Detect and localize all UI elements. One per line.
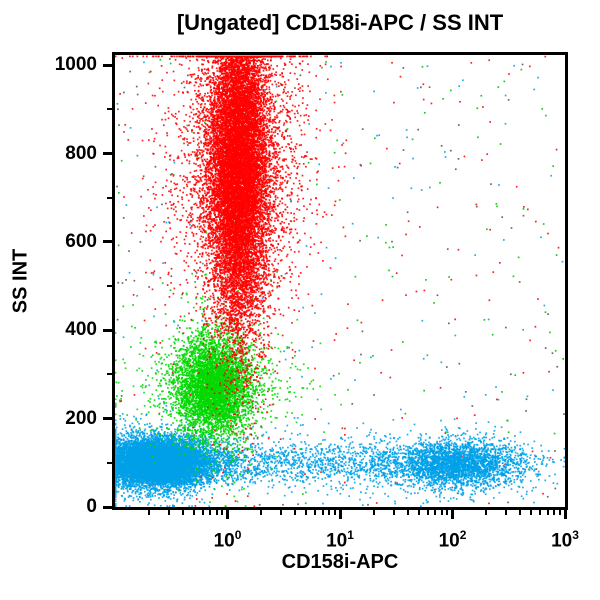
x-minor-tick bbox=[558, 510, 561, 515]
x-major-tick bbox=[451, 510, 454, 519]
x-minor-tick bbox=[147, 510, 150, 515]
x-minor-tick bbox=[485, 510, 488, 515]
x-minor-tick bbox=[519, 510, 522, 515]
x-minor-tick bbox=[426, 510, 429, 515]
y-major-tick bbox=[103, 505, 112, 509]
x-major-tick bbox=[226, 510, 229, 519]
y-tick-label: 600 bbox=[65, 230, 97, 252]
x-minor-tick bbox=[539, 510, 542, 515]
x-minor-tick bbox=[406, 510, 409, 515]
x-minor-tick bbox=[209, 510, 212, 515]
x-minor-tick bbox=[221, 510, 224, 515]
flow-dot-plot-canvas bbox=[115, 55, 565, 507]
x-axis-title: CD158i-APC bbox=[281, 551, 399, 573]
x-minor-tick bbox=[201, 510, 204, 515]
x-tick-label: 102 bbox=[438, 528, 467, 552]
x-minor-tick bbox=[181, 510, 184, 515]
y-minor-tick bbox=[107, 108, 112, 111]
y-minor-tick bbox=[107, 373, 112, 376]
y-major-tick bbox=[103, 417, 112, 421]
x-minor-tick bbox=[446, 510, 449, 515]
x-minor-tick bbox=[372, 510, 375, 515]
x-minor-tick bbox=[328, 510, 331, 515]
x-major-tick bbox=[563, 510, 567, 519]
x-minor-tick bbox=[553, 510, 556, 515]
x-tick-label: 101 bbox=[326, 528, 354, 552]
x-minor-tick bbox=[321, 510, 324, 515]
y-tick-label: 400 bbox=[65, 319, 97, 341]
x-minor-tick bbox=[305, 510, 308, 515]
y-major-tick bbox=[103, 63, 112, 67]
x-major-tick bbox=[338, 510, 342, 519]
x-minor-tick bbox=[440, 510, 443, 515]
x-minor-tick bbox=[434, 510, 437, 515]
y-major-tick bbox=[103, 152, 112, 156]
x-minor-tick bbox=[294, 510, 297, 515]
x-minor-tick bbox=[530, 510, 533, 515]
y-minor-tick bbox=[107, 461, 112, 464]
y-tick-label: 800 bbox=[65, 142, 97, 164]
y-axis-title: SS INT bbox=[9, 248, 32, 314]
x-minor-tick bbox=[215, 510, 218, 515]
y-tick-label: 200 bbox=[65, 407, 97, 429]
x-tick-label: 103 bbox=[551, 528, 579, 552]
x-minor-tick bbox=[505, 510, 508, 515]
x-minor-tick bbox=[546, 510, 549, 515]
x-minor-tick bbox=[392, 510, 395, 515]
chart-title: [Ungated] CD158i-APC / SS INT bbox=[176, 10, 504, 35]
x-minor-tick bbox=[314, 510, 317, 515]
x-minor-tick bbox=[417, 510, 420, 515]
y-minor-tick bbox=[107, 285, 112, 288]
x-minor-tick bbox=[192, 510, 195, 515]
plot-frame bbox=[112, 52, 568, 510]
x-minor-tick bbox=[333, 510, 336, 515]
y-major-tick bbox=[103, 328, 112, 332]
y-tick-label: 0 bbox=[86, 496, 97, 517]
y-major-tick bbox=[103, 240, 112, 244]
x-minor-tick bbox=[167, 510, 170, 515]
x-minor-tick bbox=[280, 510, 283, 515]
y-tick-label: 1000 bbox=[54, 54, 97, 76]
x-minor-tick bbox=[260, 510, 263, 515]
x-tick-label: 100 bbox=[213, 528, 242, 552]
y-minor-tick bbox=[107, 196, 112, 199]
